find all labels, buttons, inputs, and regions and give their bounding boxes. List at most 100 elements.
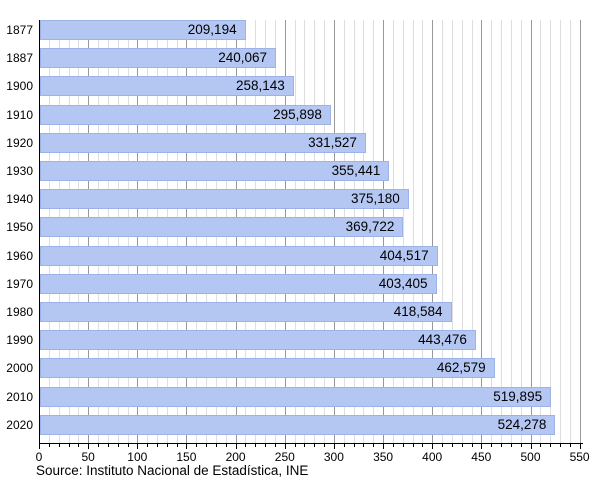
x-tick: [530, 444, 532, 449]
x-tick: [520, 444, 522, 447]
x-tick: [422, 444, 424, 447]
x-tick: [215, 444, 217, 447]
gridline-minor: [491, 20, 493, 443]
gridline-major: [481, 20, 483, 443]
x-tick: [294, 444, 296, 447]
year-label-1970: 1970: [6, 276, 33, 291]
year-label-1930: 1930: [6, 164, 33, 178]
bar-value-label: 524,278: [497, 416, 547, 432]
x-tick: [39, 444, 40, 449]
x-tick: [569, 444, 571, 447]
x-tick: [451, 444, 453, 447]
bar-value-label: 295,898: [273, 106, 322, 122]
x-tick: [550, 444, 552, 447]
bar-value-label: 369,722: [345, 219, 395, 235]
gridline-minor: [451, 20, 453, 443]
year-label-2020: 2020: [6, 417, 33, 432]
year-label-1980: 1980: [6, 305, 33, 319]
x-tick: [58, 444, 60, 447]
bar-2000: 462,579: [40, 358, 495, 379]
x-tick: [147, 444, 149, 447]
bar-1930: 355,441: [40, 161, 390, 181]
x-tick: [579, 444, 581, 449]
bar-1877: 209,194: [40, 20, 246, 40]
x-tick: [127, 444, 129, 447]
plot-area: 209,194 240,067 258,143 295,898 331,527 355,4…: [39, 20, 585, 443]
y-axis-line: [39, 20, 40, 444]
x-tick: [363, 444, 365, 447]
year-label-2000: 2000: [6, 361, 33, 376]
gridline-minor: [501, 20, 502, 443]
x-tick: [48, 444, 50, 447]
gridline-minor: [442, 20, 443, 443]
x-tick: [206, 444, 208, 447]
x-tick: [284, 444, 286, 449]
x-tick: [88, 444, 90, 449]
x-tick: [442, 444, 443, 447]
x-tick: [461, 444, 463, 447]
x-tick: [98, 444, 99, 447]
x-tick: [274, 444, 276, 447]
bar-1940: 375,180: [40, 189, 409, 210]
gridline-minor: [471, 20, 473, 443]
x-tick: [225, 444, 227, 447]
bar-value-label: 403,405: [378, 275, 428, 291]
year-label-1920: 1920: [6, 135, 33, 150]
x-tick: [353, 444, 355, 447]
bar-value-label: 240,067: [218, 50, 267, 66]
x-tick: [314, 444, 316, 447]
x-tick: [265, 444, 267, 447]
x-tick-label-300: 300: [323, 450, 344, 464]
gridline-minor: [422, 20, 424, 443]
x-axis-line: [39, 443, 583, 444]
x-tick-label-200: 200: [225, 450, 246, 464]
x-tick-label-400: 400: [422, 450, 443, 464]
x-tick: [560, 444, 561, 447]
x-tick: [117, 444, 119, 447]
x-tick: [107, 444, 109, 447]
gridline-minor: [550, 20, 552, 443]
gridline-minor: [461, 20, 463, 443]
x-tick: [333, 444, 335, 449]
source-caption: Source: Instituto Nacional de Estadístic…: [36, 463, 309, 478]
gridline-major: [579, 20, 581, 443]
x-tick: [235, 444, 237, 449]
x-tick: [157, 444, 158, 447]
bar-1900: 258,143: [40, 76, 294, 97]
x-tick: [255, 444, 257, 447]
year-label-1887: 1887: [6, 51, 33, 66]
year-label-2010: 2010: [6, 389, 33, 404]
x-tick-label-100: 100: [127, 450, 148, 464]
x-tick-label-150: 150: [176, 450, 197, 464]
bar-1990: 443,476: [40, 330, 476, 351]
x-tick: [68, 444, 70, 447]
gridline-major: [530, 20, 532, 443]
year-label-1950: 1950: [6, 220, 33, 235]
bar-1950: 369,722: [40, 217, 404, 238]
year-label-1877: 1877: [6, 23, 33, 37]
x-tick-label-250: 250: [274, 450, 295, 464]
x-tick: [402, 444, 404, 447]
x-tick: [324, 444, 326, 447]
x-tick: [304, 444, 306, 447]
gridline-minor: [569, 20, 571, 443]
x-tick: [373, 444, 375, 447]
x-tick: [540, 444, 542, 447]
bar-value-label: 404,517: [379, 247, 429, 263]
x-tick-label-450: 450: [471, 450, 492, 464]
x-tick-label-0: 0: [35, 450, 43, 464]
gridline-minor: [412, 20, 414, 443]
bar-value-label: 258,143: [235, 78, 285, 94]
gridline-minor: [510, 20, 512, 443]
x-tick: [501, 444, 502, 447]
x-tick: [137, 444, 139, 449]
year-label-1900: 1900: [6, 79, 33, 94]
bar-value-label: 355,441: [331, 163, 381, 178]
year-label-1940: 1940: [6, 192, 33, 207]
bar-value-label: 418,584: [393, 304, 443, 319]
bar-value-label: 331,527: [308, 134, 357, 150]
year-label-1990: 1990: [6, 333, 33, 348]
x-tick-label-500: 500: [520, 450, 541, 464]
x-tick: [196, 444, 198, 447]
bar-1920: 331,527: [40, 132, 366, 153]
